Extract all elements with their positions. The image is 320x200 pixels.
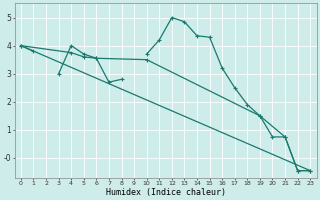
X-axis label: Humidex (Indice chaleur): Humidex (Indice chaleur) bbox=[106, 188, 226, 197]
